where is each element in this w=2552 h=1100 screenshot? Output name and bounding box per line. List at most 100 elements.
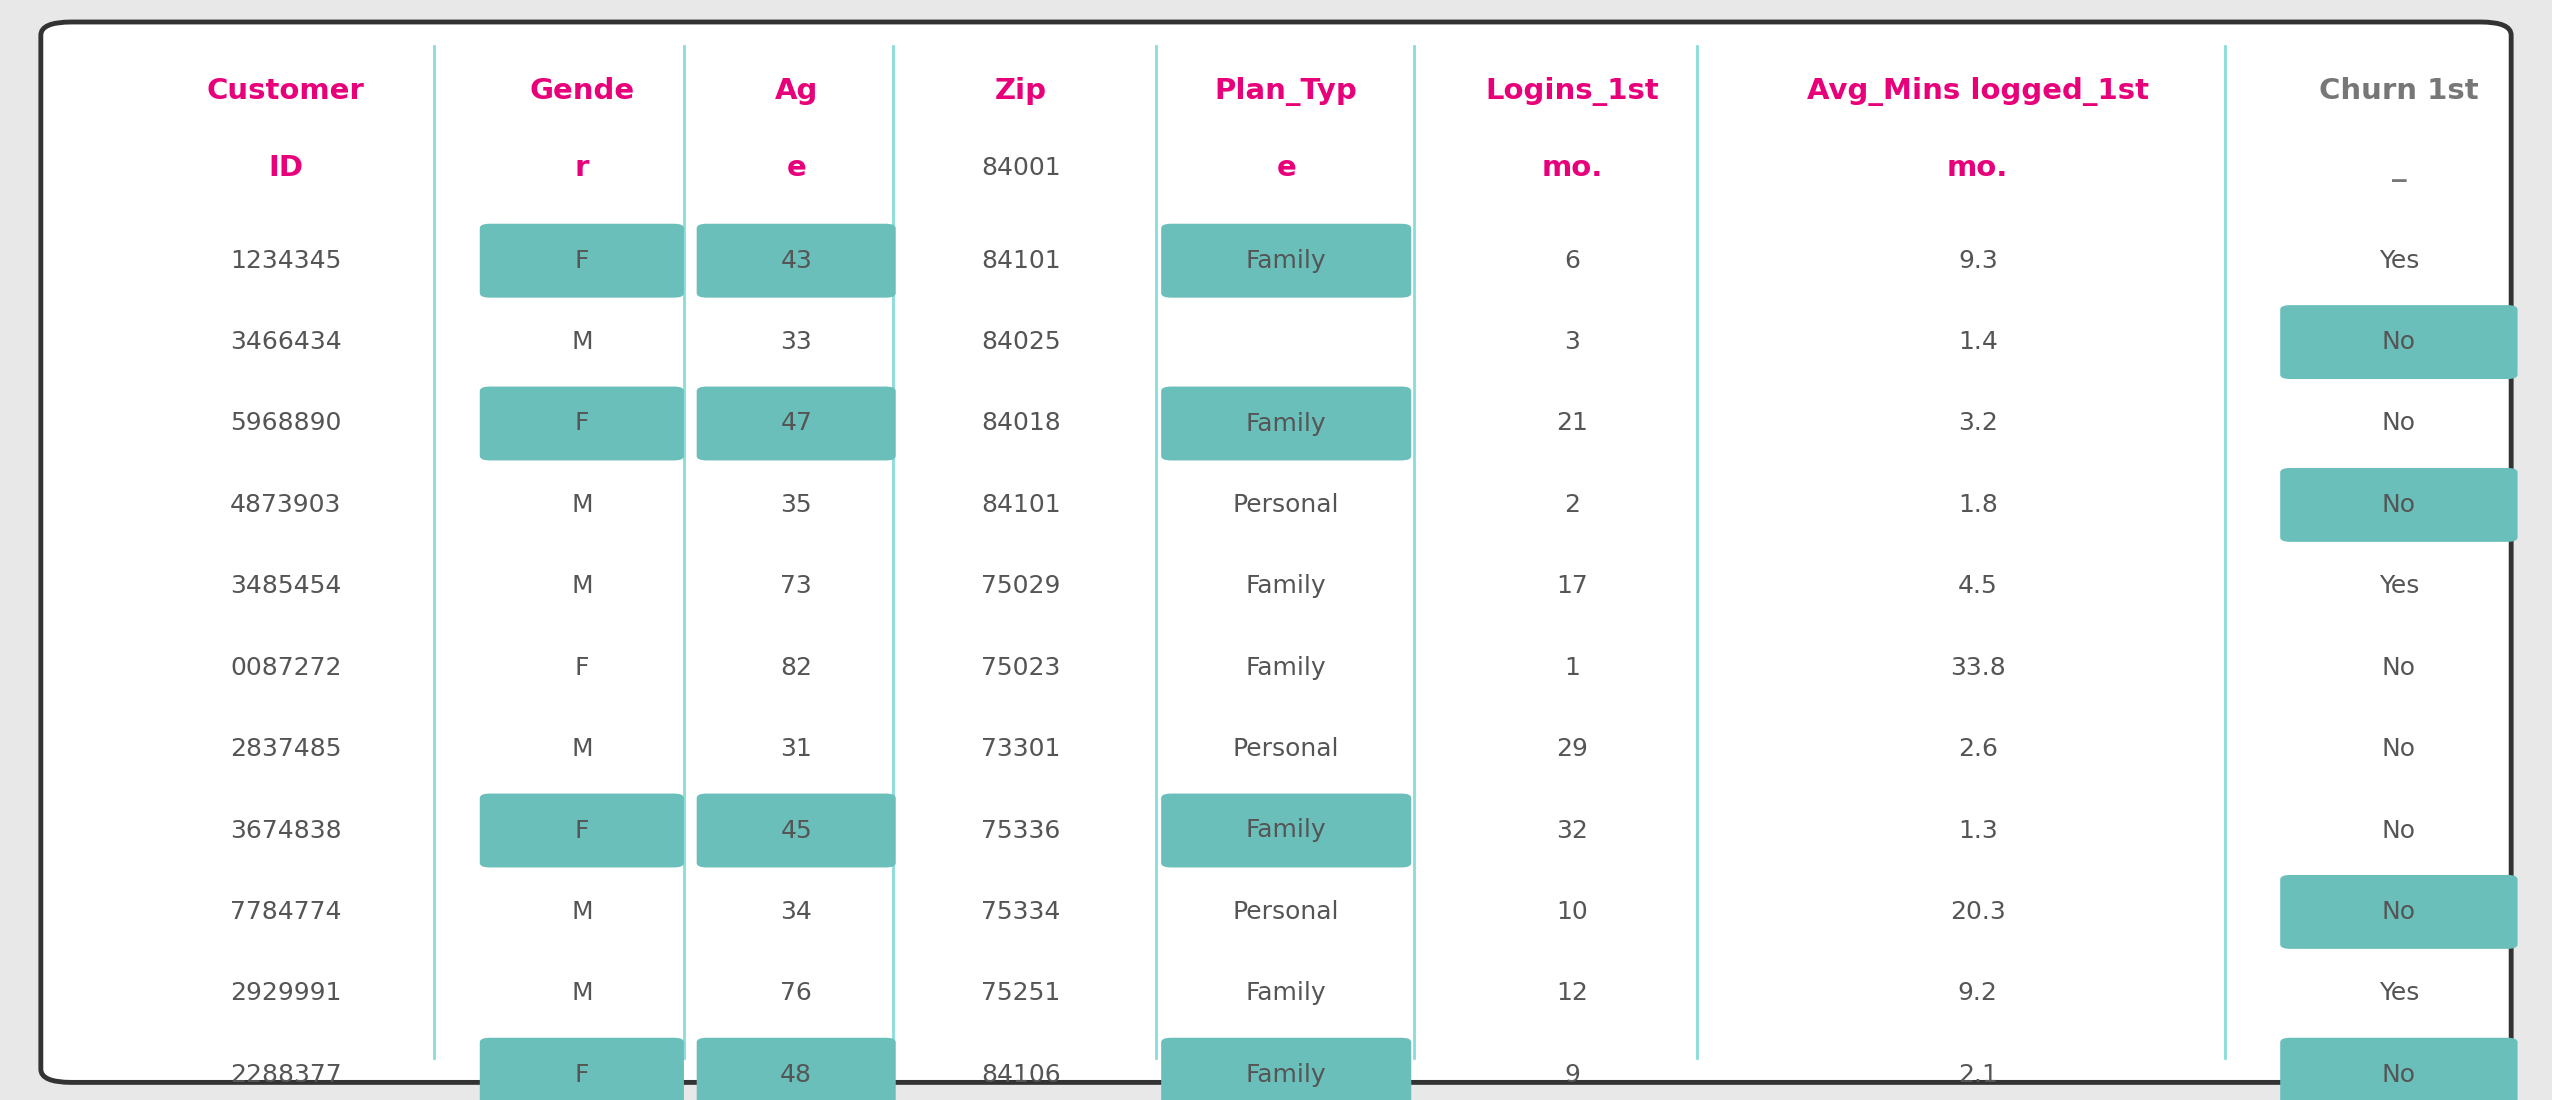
Text: 2.6: 2.6 [1957, 737, 1998, 761]
Text: 35: 35 [781, 493, 812, 517]
Text: 84025: 84025 [980, 330, 1062, 354]
Text: 84018: 84018 [980, 411, 1062, 436]
Text: Personal: Personal [1233, 493, 1340, 517]
Text: Family: Family [1245, 249, 1327, 273]
FancyBboxPatch shape [697, 223, 896, 298]
Text: mo.: mo. [1947, 154, 2008, 183]
Text: 33.8: 33.8 [1950, 656, 2006, 680]
FancyBboxPatch shape [2281, 468, 2516, 542]
Text: No: No [2381, 411, 2417, 436]
Text: Family: Family [1245, 981, 1327, 1005]
FancyBboxPatch shape [480, 223, 684, 298]
Text: F: F [574, 249, 590, 273]
Text: 33: 33 [781, 330, 812, 354]
FancyBboxPatch shape [1161, 386, 1411, 461]
Text: 0087272: 0087272 [230, 656, 342, 680]
Text: 17: 17 [1557, 574, 1587, 598]
Text: M: M [572, 330, 592, 354]
Text: 73301: 73301 [980, 737, 1062, 761]
FancyBboxPatch shape [2281, 874, 2516, 949]
Text: 73: 73 [781, 574, 812, 598]
FancyBboxPatch shape [1161, 793, 1411, 868]
Text: M: M [572, 737, 592, 761]
Text: F: F [574, 656, 590, 680]
Text: e: e [1276, 154, 1296, 183]
Text: 2837485: 2837485 [230, 737, 342, 761]
Text: 75334: 75334 [980, 900, 1062, 924]
Text: 4873903: 4873903 [230, 493, 342, 517]
Text: M: M [572, 981, 592, 1005]
Text: Yes: Yes [2378, 249, 2419, 273]
FancyBboxPatch shape [480, 386, 684, 461]
Text: 3: 3 [1564, 330, 1580, 354]
Text: Family: Family [1245, 1063, 1327, 1087]
Text: 5968890: 5968890 [230, 411, 342, 436]
Text: 21: 21 [1557, 411, 1587, 436]
Text: Ag: Ag [776, 77, 817, 106]
Text: 75336: 75336 [980, 818, 1062, 843]
Text: 48: 48 [781, 1063, 812, 1087]
Text: 76: 76 [781, 981, 812, 1005]
Text: 45: 45 [781, 818, 812, 843]
Text: Yes: Yes [2378, 574, 2419, 598]
Text: 2.1: 2.1 [1957, 1063, 1998, 1087]
Text: No: No [2381, 330, 2417, 354]
Text: 75251: 75251 [980, 981, 1062, 1005]
Text: F: F [574, 1063, 590, 1087]
Text: e: e [786, 154, 806, 183]
Text: 2288377: 2288377 [230, 1063, 342, 1087]
Text: 34: 34 [781, 900, 812, 924]
Text: 9: 9 [1564, 1063, 1580, 1087]
Text: No: No [2381, 656, 2417, 680]
Text: 1234345: 1234345 [230, 249, 342, 273]
Text: No: No [2381, 493, 2417, 517]
Text: 84001: 84001 [980, 156, 1062, 180]
Text: Gende: Gende [528, 77, 635, 106]
Text: _: _ [2391, 154, 2407, 183]
FancyBboxPatch shape [697, 793, 896, 868]
FancyBboxPatch shape [697, 386, 896, 461]
Text: 84101: 84101 [980, 249, 1062, 273]
Text: 12: 12 [1557, 981, 1587, 1005]
Text: No: No [2381, 818, 2417, 843]
Text: 9.3: 9.3 [1957, 249, 1998, 273]
Text: 3.2: 3.2 [1957, 411, 1998, 436]
Text: Family: Family [1245, 656, 1327, 680]
FancyBboxPatch shape [2281, 305, 2516, 380]
Text: 31: 31 [781, 737, 812, 761]
Text: 1: 1 [1564, 656, 1580, 680]
Text: 7784774: 7784774 [230, 900, 342, 924]
Text: 43: 43 [781, 249, 812, 273]
Text: Churn 1st: Churn 1st [2320, 77, 2478, 106]
Text: 3485454: 3485454 [230, 574, 342, 598]
Text: Zip: Zip [995, 77, 1046, 106]
Text: 10: 10 [1557, 900, 1587, 924]
Text: 1.3: 1.3 [1957, 818, 1998, 843]
Text: Yes: Yes [2378, 981, 2419, 1005]
FancyBboxPatch shape [41, 22, 2511, 1082]
Text: 9.2: 9.2 [1957, 981, 1998, 1005]
Text: 32: 32 [1557, 818, 1587, 843]
Text: Logins_1st: Logins_1st [1485, 77, 1659, 106]
Text: 3466434: 3466434 [230, 330, 342, 354]
Text: 2929991: 2929991 [230, 981, 342, 1005]
FancyBboxPatch shape [2281, 1037, 2516, 1100]
Text: ID: ID [268, 154, 304, 183]
Text: 3674838: 3674838 [230, 818, 342, 843]
Text: 1.4: 1.4 [1957, 330, 1998, 354]
Text: mo.: mo. [1541, 154, 1603, 183]
Text: F: F [574, 411, 590, 436]
Text: F: F [574, 818, 590, 843]
Text: 75023: 75023 [980, 656, 1062, 680]
Text: 84101: 84101 [980, 493, 1062, 517]
Text: No: No [2381, 900, 2417, 924]
Text: 29: 29 [1557, 737, 1587, 761]
Text: Avg_Mins logged_1st: Avg_Mins logged_1st [1807, 77, 2149, 106]
FancyBboxPatch shape [1161, 1037, 1411, 1100]
Text: No: No [2381, 1063, 2417, 1087]
Text: r: r [574, 154, 590, 183]
Text: M: M [572, 900, 592, 924]
Text: 6: 6 [1564, 249, 1580, 273]
Text: 4.5: 4.5 [1957, 574, 1998, 598]
Text: Family: Family [1245, 818, 1327, 843]
